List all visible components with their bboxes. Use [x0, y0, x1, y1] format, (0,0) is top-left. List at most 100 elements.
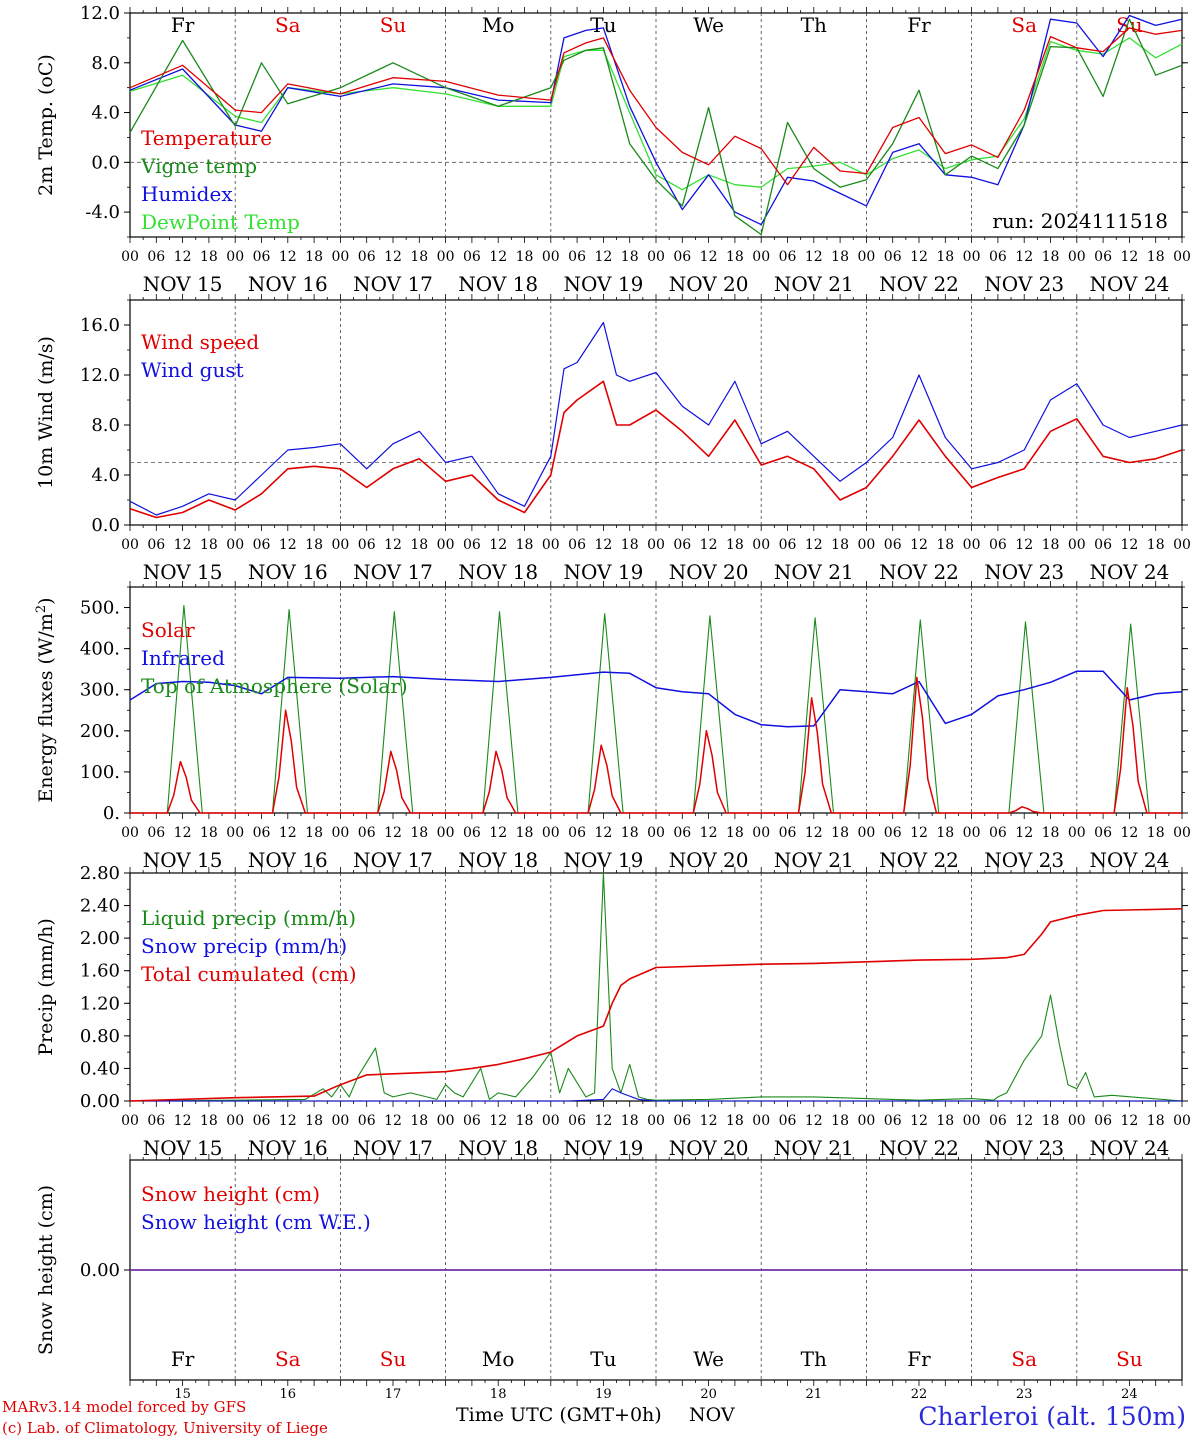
hour-label: 12 — [910, 825, 928, 841]
hour-label: 12 — [1015, 537, 1033, 553]
y-tick-label: 1.60 — [80, 961, 120, 982]
hour-label: 00 — [226, 1113, 244, 1129]
hour-label: 12 — [174, 537, 192, 553]
day-label: Fr — [171, 13, 195, 37]
day-label: Sa — [1011, 1347, 1037, 1371]
day-number-label: 16 — [280, 1387, 297, 1402]
hour-label: 12 — [489, 537, 507, 553]
y-tick-label: 8.0 — [91, 53, 120, 74]
date-label: NOV 18 — [458, 272, 538, 296]
hour-label: 18 — [936, 249, 954, 265]
day-label: Su — [1116, 13, 1143, 37]
hour-label: 18 — [621, 1113, 639, 1129]
day-label: Su — [380, 13, 407, 37]
hour-label: 12 — [1015, 249, 1033, 265]
hour-label: 18 — [516, 537, 534, 553]
hour-label: 06 — [989, 537, 1007, 553]
hour-label: 00 — [542, 1113, 560, 1129]
hour-label: 12 — [174, 825, 192, 841]
date-label: NOV 17 — [353, 560, 433, 584]
hour-label: 12 — [910, 1113, 928, 1129]
hour-label: 06 — [147, 1113, 165, 1129]
hour-label: 06 — [358, 537, 376, 553]
day-label: Su — [380, 1347, 407, 1371]
y-tick-label: 12.0 — [80, 365, 120, 386]
hour-label: 12 — [594, 537, 612, 553]
hour-label: 18 — [621, 537, 639, 553]
hour-label: 06 — [884, 825, 902, 841]
hour-label: 12 — [174, 249, 192, 265]
day-label: Mo — [482, 13, 515, 37]
date-label: NOV 18 — [458, 560, 538, 584]
hour-label: 18 — [200, 249, 218, 265]
hour-label: 06 — [253, 249, 271, 265]
day-label: Th — [801, 13, 827, 37]
hour-label: 18 — [200, 825, 218, 841]
hour-label: 18 — [1147, 1113, 1165, 1129]
hour-label: 18 — [726, 537, 744, 553]
hour-label: 00 — [121, 825, 139, 841]
hour-label: 12 — [594, 1113, 612, 1129]
day-number-label: 17 — [385, 1387, 402, 1402]
y-tick-label: 0.00 — [80, 1260, 120, 1281]
hour-label: 00 — [331, 249, 349, 265]
date-label: NOV 24 — [1090, 272, 1170, 296]
hour-label: 06 — [1094, 825, 1112, 841]
hour-label: 06 — [779, 1113, 797, 1129]
y-tick-label: 0.80 — [80, 1026, 120, 1047]
panel-1: 12.0 8.0 4.0 0.0 -4.0 2m Temp. (oC) 00 06 12 18 NO… — [35, 3, 1191, 296]
hour-label: 00 — [1173, 825, 1191, 841]
hour-label: 00 — [1068, 1113, 1086, 1129]
date-label: NOV 23 — [984, 272, 1064, 296]
station-name: Charleroi (alt. 150m) — [918, 1402, 1186, 1431]
hour-label: 00 — [963, 1113, 981, 1129]
hour-label: 18 — [831, 1113, 849, 1129]
hour-label: 12 — [1120, 249, 1138, 265]
hour-label: 00 — [857, 1113, 875, 1129]
hour-label: 00 — [121, 537, 139, 553]
hour-label: 12 — [174, 1113, 192, 1129]
day-number-label: 20 — [700, 1387, 717, 1402]
legend-snow-precip-mm-h: Snow precip (mm/h) — [141, 934, 347, 958]
hour-label: 06 — [884, 1113, 902, 1129]
hour-label: 18 — [410, 1113, 428, 1129]
hour-label: 12 — [1120, 1113, 1138, 1129]
y-tick-label: 0.0 — [91, 515, 120, 536]
hour-label: 06 — [989, 1113, 1007, 1129]
panel-2: 16.0 12.0 8.0 4.0 0.0 10m Wind (m/s) 00 06 12 18 N… — [35, 294, 1191, 584]
hour-label: 18 — [1147, 825, 1165, 841]
hour-label: 18 — [936, 825, 954, 841]
legend-infrared: Infrared — [141, 646, 225, 670]
hour-label: 06 — [463, 825, 481, 841]
hour-label: 00 — [647, 537, 665, 553]
x-axis-month: NOV — [689, 1404, 735, 1426]
hour-label: 00 — [963, 537, 981, 553]
hour-label: 12 — [489, 1113, 507, 1129]
y-tick-label: 4.0 — [91, 465, 120, 486]
day-label: Fr — [171, 1347, 195, 1371]
hour-label: 12 — [700, 537, 718, 553]
legend-temperature: Temperature — [141, 126, 272, 150]
day-label: Tu — [590, 13, 616, 37]
hour-label: 12 — [805, 249, 823, 265]
hour-label: 12 — [910, 537, 928, 553]
hour-label: 00 — [963, 825, 981, 841]
hour-label: 06 — [568, 1113, 586, 1129]
hour-label: 18 — [410, 249, 428, 265]
hour-label: 12 — [384, 1113, 402, 1129]
y-tick-label: 8.0 — [91, 415, 120, 436]
series-solar — [130, 676, 1182, 814]
day-label: Fr — [907, 13, 931, 37]
hour-label: 00 — [331, 825, 349, 841]
hour-label: 00 — [542, 825, 560, 841]
hour-label: 06 — [568, 537, 586, 553]
hour-label: 12 — [805, 1113, 823, 1129]
hour-label: 12 — [489, 825, 507, 841]
hour-label: 00 — [437, 249, 455, 265]
hour-label: 18 — [831, 249, 849, 265]
hour-label: 12 — [700, 249, 718, 265]
hour-label: 12 — [805, 825, 823, 841]
hour-label: 18 — [305, 1113, 323, 1129]
hour-label: 00 — [1068, 537, 1086, 553]
